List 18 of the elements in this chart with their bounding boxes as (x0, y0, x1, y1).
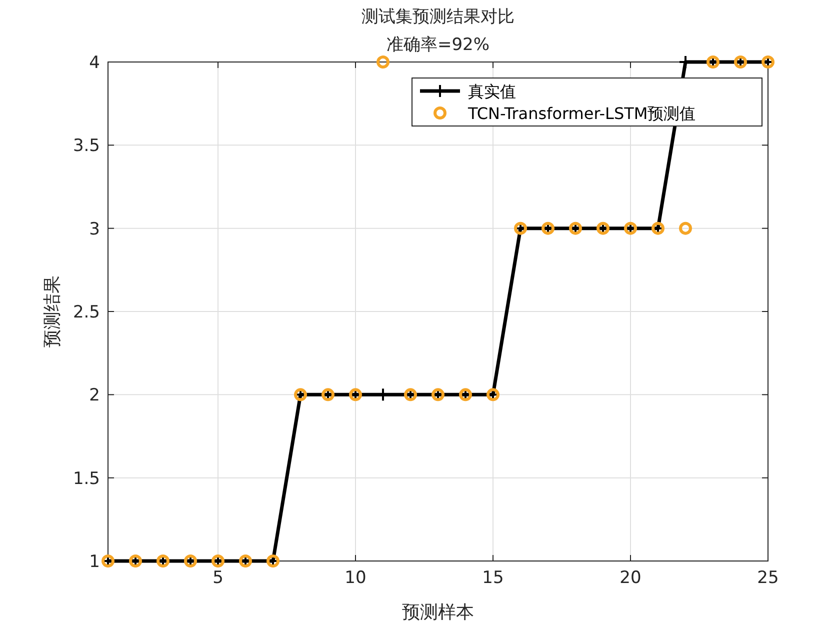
x-tick-label: 10 (344, 568, 366, 588)
x-axis-title: 预测样本 (402, 602, 474, 623)
x-tick-label: 15 (482, 568, 504, 588)
legend-label: 真实值 (468, 82, 516, 101)
legend-label: TCN-Transformer-LSTM预测值 (467, 104, 696, 123)
y-tick-label: 2.5 (72, 302, 100, 322)
y-tick-label: 3.5 (72, 136, 100, 156)
y-tick-label: 3 (89, 219, 100, 240)
x-tick-label: 20 (620, 568, 642, 588)
y-tick-label: 1.5 (72, 468, 100, 489)
y-tick-label: 2 (89, 386, 100, 406)
x-tick-label: 5 (212, 568, 224, 588)
x-tick-label: 25 (757, 568, 779, 588)
y-tick-label: 4 (89, 53, 100, 73)
y-tick-label: 1 (89, 552, 100, 572)
chart-subtitle: 准确率=92% (386, 35, 490, 55)
chart-title: 测试集预测结果对比 (362, 7, 514, 27)
y-axis-title: 预测结果 (42, 276, 63, 348)
